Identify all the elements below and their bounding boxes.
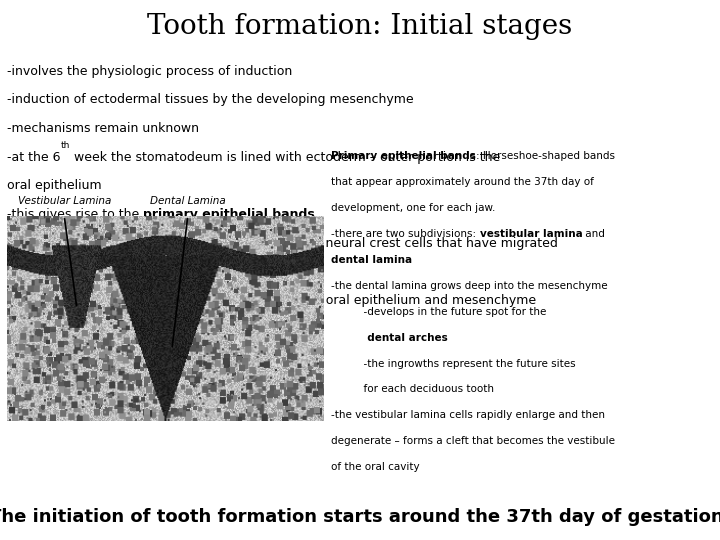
Text: : Horseshoe-shaped bands: : Horseshoe-shaped bands (476, 151, 615, 161)
Text: week the stomatodeum is lined with ectoderm – outer portion is the: week the stomatodeum is lined with ectod… (70, 151, 500, 164)
Text: -this gives rise to the: -this gives rise to the (7, 208, 143, 221)
Text: -also is a developing mesenchyme which contains neural crest cells that have mig: -also is a developing mesenchyme which c… (7, 237, 558, 249)
Text: degenerate – forms a cleft that becomes the vestibule: degenerate – forms a cleft that becomes … (331, 436, 615, 447)
Text: -the vestibular lamina cells rapidly enlarge and then: -the vestibular lamina cells rapidly enl… (331, 410, 606, 421)
Text: th: th (60, 141, 70, 150)
Text: -at the 6: -at the 6 (7, 151, 60, 164)
Text: Tooth formation: Initial stages: Tooth formation: Initial stages (148, 14, 572, 40)
Text: -the ingrowths represent the future sites: -the ingrowths represent the future site… (331, 359, 576, 369)
Text: Primary epithelial bands: Primary epithelial bands (331, 151, 476, 161)
Text: vestibular lamina: vestibular lamina (480, 229, 582, 239)
Text: -induction of ectodermal tissues by the developing mesenchyme: -induction of ectodermal tissues by the … (7, 93, 414, 106)
Text: of the oral cavity: of the oral cavity (331, 462, 420, 472)
Text: -mechanisms remain unknown: -mechanisms remain unknown (7, 122, 199, 135)
Text: Vestibular Lamina: Vestibular Lamina (17, 195, 111, 206)
Text: -there are two subdivisions:: -there are two subdivisions: (331, 229, 480, 239)
Text: -the dental lamina grows deep into the mesenchyme: -the dental lamina grows deep into the m… (331, 281, 608, 291)
Text: for each deciduous tooth: for each deciduous tooth (331, 384, 494, 395)
Text: and: and (582, 229, 606, 239)
Text: Dental Lamina: Dental Lamina (150, 195, 225, 206)
Text: to the area: to the area (7, 265, 76, 278)
Text: -a basement membrane separates the developing oral epithelium and mesenchyme: -a basement membrane separates the devel… (7, 294, 536, 307)
Text: oral epithelium: oral epithelium (7, 179, 102, 192)
Text: dental arches: dental arches (331, 333, 448, 343)
Text: -develops in the future spot for the: -develops in the future spot for the (331, 307, 546, 317)
Text: primary epithelial bands: primary epithelial bands (143, 208, 315, 221)
Text: that appear approximately around the 37th day of: that appear approximately around the 37t… (331, 177, 594, 187)
Text: dental lamina: dental lamina (331, 255, 413, 265)
Text: The initiation of tooth formation starts around the 37th day of gestation.: The initiation of tooth formation starts… (0, 508, 720, 525)
Text: development, one for each jaw.: development, one for each jaw. (331, 203, 495, 213)
Text: -involves the physiologic process of induction: -involves the physiologic process of ind… (7, 65, 292, 78)
